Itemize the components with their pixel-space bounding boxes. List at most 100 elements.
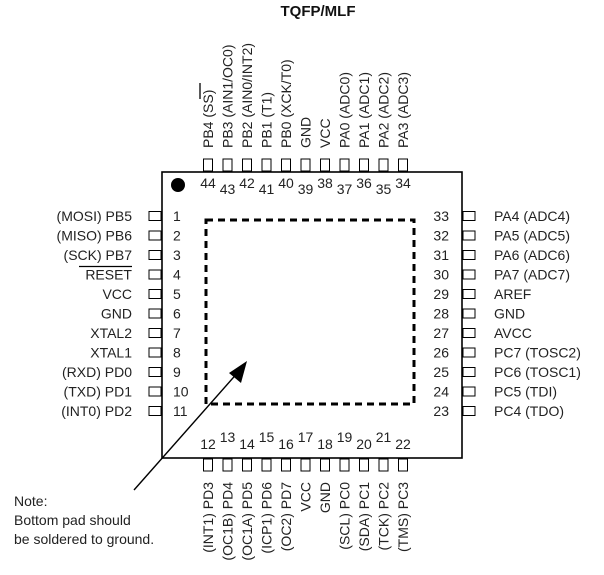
pin-pad-left: [148, 308, 162, 319]
pin-label: XTAL1: [90, 345, 132, 361]
pin1-indicator-dot: [171, 178, 185, 192]
pin-label: RESET: [85, 267, 132, 283]
pin-label: (SDA) PC1: [356, 482, 372, 551]
note-arrow-line: [133, 369, 241, 491]
pin-number: 13: [220, 429, 236, 445]
pin-number: 29: [433, 286, 449, 302]
pin-pad-top: [281, 158, 291, 172]
package-title: TQFP/MLF: [281, 3, 356, 20]
pin-label: (SCK) PB7: [64, 247, 133, 263]
pin-pad-left: [148, 386, 162, 397]
pin-number: 39: [298, 181, 314, 197]
pin-pad-right: [462, 308, 476, 319]
pin-pad-top: [300, 158, 311, 172]
pin-label: (INT1) PD3: [200, 482, 216, 553]
pin-number: 30: [433, 267, 449, 283]
pin-pad-left: [148, 211, 162, 221]
pin-label: PA7 (ADC7): [494, 267, 570, 283]
pin-number: 31: [433, 247, 449, 263]
pin-label: GND: [101, 306, 132, 322]
pin-label: (OC1A) PD5: [239, 482, 255, 561]
pin-label: PB1 (T1): [259, 92, 275, 148]
pin-pad-bottom: [398, 458, 408, 472]
pin-number: 21: [376, 429, 392, 445]
pin-label: GND: [494, 306, 525, 322]
pin-label: PA5 (ADC5): [494, 228, 570, 244]
pin-pad-left: [148, 367, 162, 377]
pin-number: 7: [173, 325, 181, 341]
pin-pad-bottom: [320, 458, 330, 472]
pin-label: GND: [298, 117, 314, 148]
pin-label: PB4 (SS): [200, 90, 216, 148]
pin-number: 5: [173, 286, 181, 302]
pin-label: (SCL) PC0: [337, 482, 353, 550]
pin-number: 26: [433, 345, 449, 361]
pin-label: PB0 (XCK/T0): [278, 59, 294, 148]
note-line-3: be soldered to ground.: [14, 531, 154, 547]
pin-pad-bottom: [300, 458, 311, 472]
pin-pad-bottom: [281, 458, 291, 472]
pin-number: 23: [433, 403, 449, 419]
pin-number: 37: [337, 181, 353, 197]
pin-pad-left: [148, 406, 162, 416]
pin-number: 22: [395, 436, 411, 452]
pin-pad-top: [359, 158, 369, 172]
pin-number: 15: [259, 429, 275, 445]
pin-number: 33: [433, 208, 449, 224]
pin-label: XTAL2: [90, 325, 132, 341]
note-line-1: Note:: [14, 493, 47, 509]
pin-pad-right: [462, 289, 476, 299]
pin-pad-right: [462, 250, 476, 260]
pin-pad-top: [203, 158, 213, 172]
pin-label: VCC: [102, 286, 132, 302]
pin-pad-right: [462, 386, 476, 397]
pin-pad-bottom: [242, 458, 252, 472]
pin-pad-right: [462, 230, 476, 241]
pin-label: (MISO) PB6: [57, 228, 133, 244]
pin-pad-bottom: [222, 458, 233, 472]
pin-number: 2: [173, 228, 181, 244]
pin-pad-left: [148, 250, 162, 260]
pin-number: 28: [433, 306, 449, 322]
pin-pad-bottom: [378, 458, 389, 472]
pin-number: 1: [173, 208, 181, 224]
pin-pad-top: [339, 158, 350, 172]
pin-label: AREF: [494, 286, 531, 302]
pin-pad-bottom: [203, 458, 213, 472]
pin-label: VCC: [298, 482, 314, 512]
pin-pad-left: [148, 328, 162, 338]
pin-number: 24: [433, 384, 449, 400]
pin-number: 42: [239, 175, 255, 191]
pin-label: PC5 (TDI): [494, 384, 557, 400]
pin-pad-top: [242, 158, 252, 172]
pin-pad-left: [148, 347, 162, 358]
pin-pad-top: [320, 158, 330, 172]
pin-number: 43: [220, 181, 236, 197]
pin-pad-right: [462, 211, 476, 221]
pin-label: PA6 (ADC6): [494, 247, 570, 263]
pin-pad-left: [148, 289, 162, 299]
pins-layer: 1 (MOSI) PB5 2 (MISO) PB6 3 (SCK) PB7 4 RESET 5 V…: [57, 43, 581, 561]
pin-pad-top: [378, 158, 389, 172]
pin-number: 35: [376, 181, 392, 197]
pin-number: 38: [317, 175, 333, 191]
pin-number: 27: [433, 325, 449, 341]
pin-number: 40: [278, 175, 294, 191]
pin-pad-top: [398, 158, 408, 172]
pin-pad-left: [148, 230, 162, 241]
pin-pad-bottom: [261, 458, 272, 472]
pin-number: 34: [395, 175, 411, 191]
pin-label: (INT0) PD2: [61, 403, 132, 419]
pin-label: PC7 (TOSC2): [494, 345, 581, 361]
pin-label: AVCC: [494, 325, 532, 341]
pin-number: 10: [173, 384, 189, 400]
pin-label: PA3 (ADC3): [395, 72, 411, 148]
pin-number: 25: [433, 364, 449, 380]
pin-label: PC6 (TOSC1): [494, 364, 581, 380]
pin-number: 14: [239, 436, 255, 452]
pin-number: 19: [337, 429, 353, 445]
pin-label: PA1 (ADC1): [356, 72, 372, 148]
pin-number: 16: [278, 436, 294, 452]
pin-number: 11: [173, 403, 188, 419]
pin-pad-right: [462, 367, 476, 377]
